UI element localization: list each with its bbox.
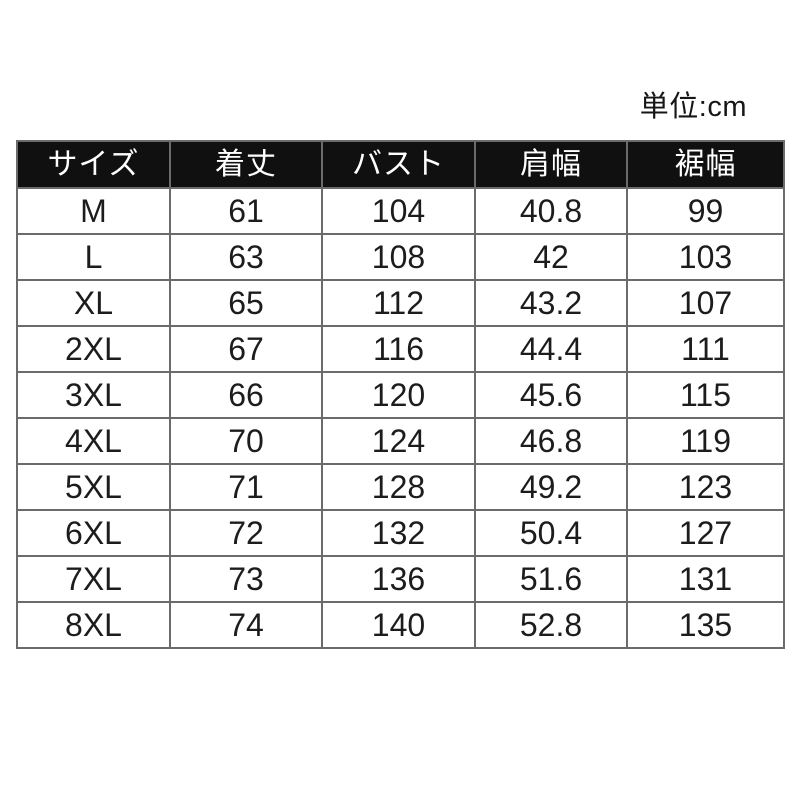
bust-cell: 108 bbox=[321, 233, 476, 281]
bust-cell: 132 bbox=[321, 509, 476, 557]
shoulder-cell: 49.2 bbox=[474, 463, 628, 511]
table-row: M 61 104 40.8 99 bbox=[16, 187, 785, 235]
hem-cell: 107 bbox=[626, 279, 785, 327]
length-cell: 74 bbox=[169, 601, 323, 649]
table-row: L 63 108 42 103 bbox=[16, 233, 785, 281]
size-cell: 6XL bbox=[16, 509, 171, 557]
column-header-hem: 裾幅 bbox=[626, 140, 785, 189]
bust-cell: 120 bbox=[321, 371, 476, 419]
bust-cell: 124 bbox=[321, 417, 476, 465]
length-cell: 71 bbox=[169, 463, 323, 511]
hem-cell: 99 bbox=[626, 187, 785, 235]
length-cell: 65 bbox=[169, 279, 323, 327]
length-cell: 66 bbox=[169, 371, 323, 419]
table-row: XL 65 112 43.2 107 bbox=[16, 279, 785, 327]
shoulder-cell: 40.8 bbox=[474, 187, 628, 235]
bust-cell: 116 bbox=[321, 325, 476, 373]
table-row: 3XL 66 120 45.6 115 bbox=[16, 371, 785, 419]
length-cell: 72 bbox=[169, 509, 323, 557]
column-header-bust: バスト bbox=[321, 140, 476, 189]
unit-label: 単位:cm bbox=[639, 91, 747, 123]
table-row: 2XL 67 116 44.4 111 bbox=[16, 325, 785, 373]
hem-cell: 127 bbox=[626, 509, 785, 557]
bust-cell: 104 bbox=[321, 187, 476, 235]
table-row: 4XL 70 124 46.8 119 bbox=[16, 417, 785, 465]
table-row: 6XL 72 132 50.4 127 bbox=[16, 509, 785, 557]
column-header-shoulder: 肩幅 bbox=[474, 140, 628, 189]
header-row: サイズ 着丈 バスト 肩幅 裾幅 bbox=[16, 140, 785, 189]
length-cell: 61 bbox=[169, 187, 323, 235]
length-cell: 63 bbox=[169, 233, 323, 281]
shoulder-cell: 51.6 bbox=[474, 555, 628, 603]
bust-cell: 128 bbox=[321, 463, 476, 511]
table-row: 8XL 74 140 52.8 135 bbox=[16, 601, 785, 649]
shoulder-cell: 50.4 bbox=[474, 509, 628, 557]
size-cell: 8XL bbox=[16, 601, 171, 649]
column-header-size: サイズ bbox=[16, 140, 171, 189]
size-cell: 4XL bbox=[16, 417, 171, 465]
size-cell: 5XL bbox=[16, 463, 171, 511]
length-cell: 67 bbox=[169, 325, 323, 373]
size-cell: M bbox=[16, 187, 171, 235]
size-cell: 7XL bbox=[16, 555, 171, 603]
hem-cell: 123 bbox=[626, 463, 785, 511]
shoulder-cell: 45.6 bbox=[474, 371, 628, 419]
shoulder-cell: 46.8 bbox=[474, 417, 628, 465]
size-cell: 3XL bbox=[16, 371, 171, 419]
hem-cell: 119 bbox=[626, 417, 785, 465]
table-row: 5XL 71 128 49.2 123 bbox=[16, 463, 785, 511]
hem-cell: 135 bbox=[626, 601, 785, 649]
size-chart-table: サイズ 着丈 バスト 肩幅 裾幅 M 61 104 40.8 99 L 63 1… bbox=[16, 140, 785, 649]
length-cell: 73 bbox=[169, 555, 323, 603]
hem-cell: 115 bbox=[626, 371, 785, 419]
size-cell: XL bbox=[16, 279, 171, 327]
bust-cell: 112 bbox=[321, 279, 476, 327]
shoulder-cell: 43.2 bbox=[474, 279, 628, 327]
size-cell: L bbox=[16, 233, 171, 281]
shoulder-cell: 42 bbox=[474, 233, 628, 281]
hem-cell: 103 bbox=[626, 233, 785, 281]
length-cell: 70 bbox=[169, 417, 323, 465]
shoulder-cell: 52.8 bbox=[474, 601, 628, 649]
hem-cell: 111 bbox=[626, 325, 785, 373]
bust-cell: 140 bbox=[321, 601, 476, 649]
size-cell: 2XL bbox=[16, 325, 171, 373]
shoulder-cell: 44.4 bbox=[474, 325, 628, 373]
column-header-length: 着丈 bbox=[169, 140, 323, 189]
table-row: 7XL 73 136 51.6 131 bbox=[16, 555, 785, 603]
bust-cell: 136 bbox=[321, 555, 476, 603]
hem-cell: 131 bbox=[626, 555, 785, 603]
